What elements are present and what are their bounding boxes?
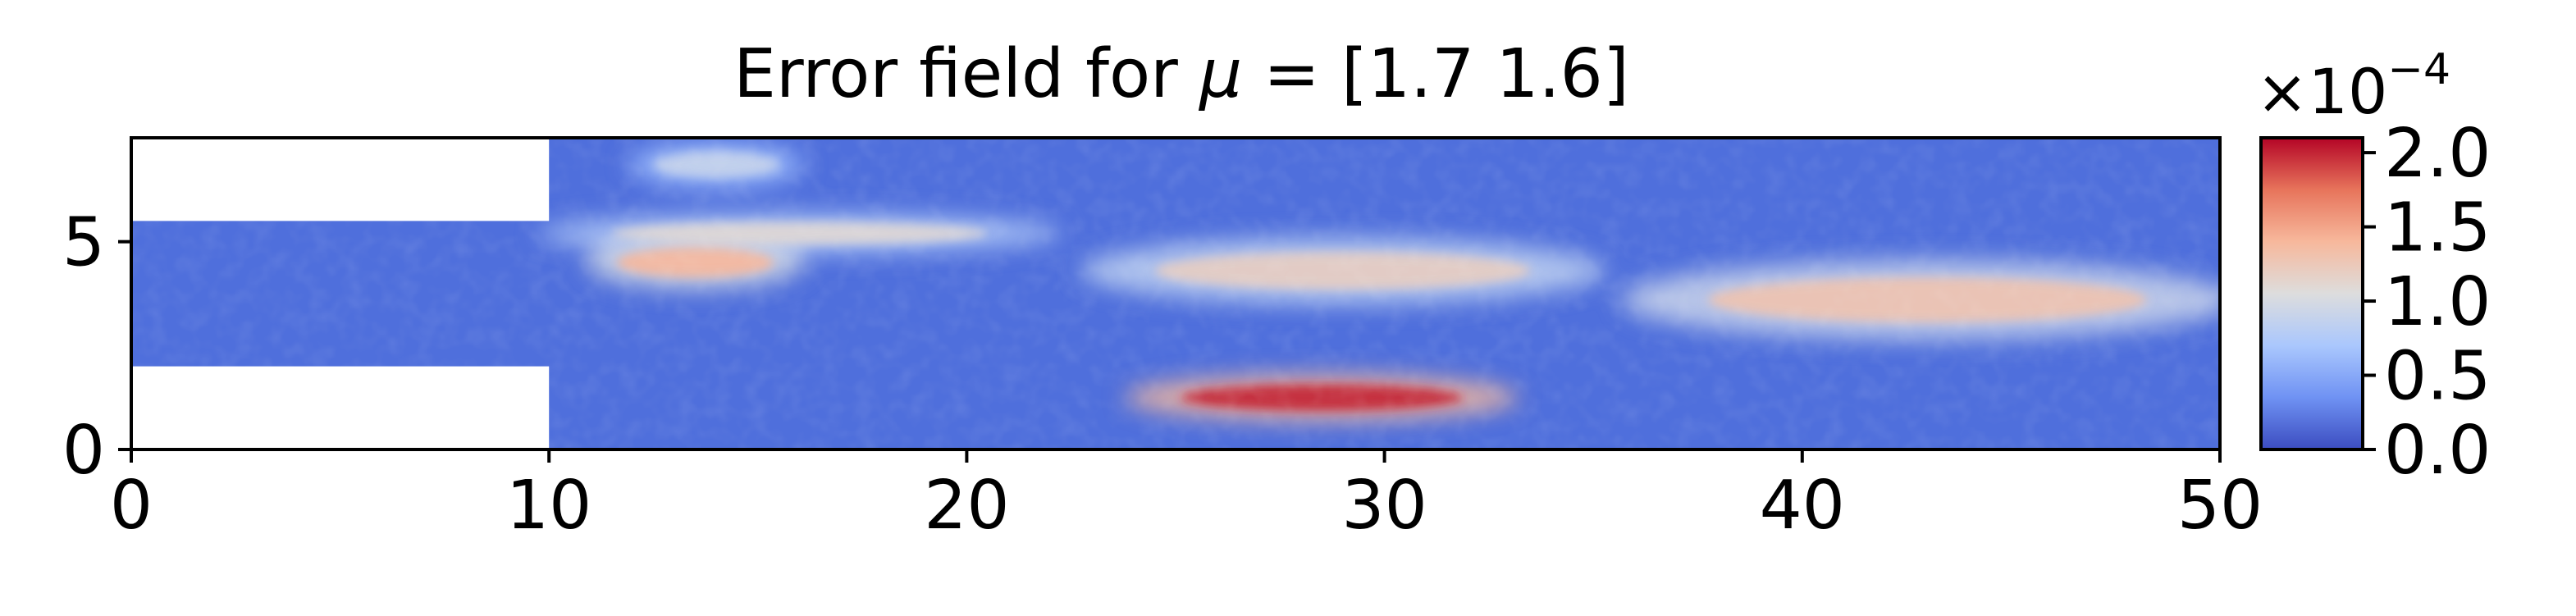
y-axis: 05 [62,204,131,490]
y-tick-label: 5 [62,204,105,282]
colorbar: 0.00.51.01.52.0 ×10−4 [2256,45,2491,490]
x-tick-label: 40 [1760,467,1845,545]
x-tick-label: 0 [110,467,153,545]
x-tick-label: 30 [1341,467,1427,545]
colorbar-tick-label: 0.0 [2384,412,2491,490]
colorbar-gradient [2259,136,2364,451]
x-axis: 0 10 20 30 40 50 [110,449,2263,545]
colorbar-tick-label: 1.5 [2384,189,2491,267]
x-tick-label: 50 [2177,467,2263,545]
chart-title: Error field for μ = [1.7 1.6] [733,35,1629,113]
y-tick-label: 0 [62,412,105,490]
x-tick-label: 20 [924,467,1009,545]
plot-frame [130,136,2222,451]
colorbar-multiplier: ×10−4 [2256,45,2450,128]
colorbar-tick-label: 2.0 [2384,115,2491,193]
error-field-surface [131,138,2221,449]
colorbar-tick-label: 0.5 [2384,338,2491,416]
colorbar-tick-label: 1.0 [2384,263,2491,341]
x-tick-label: 10 [506,467,591,545]
